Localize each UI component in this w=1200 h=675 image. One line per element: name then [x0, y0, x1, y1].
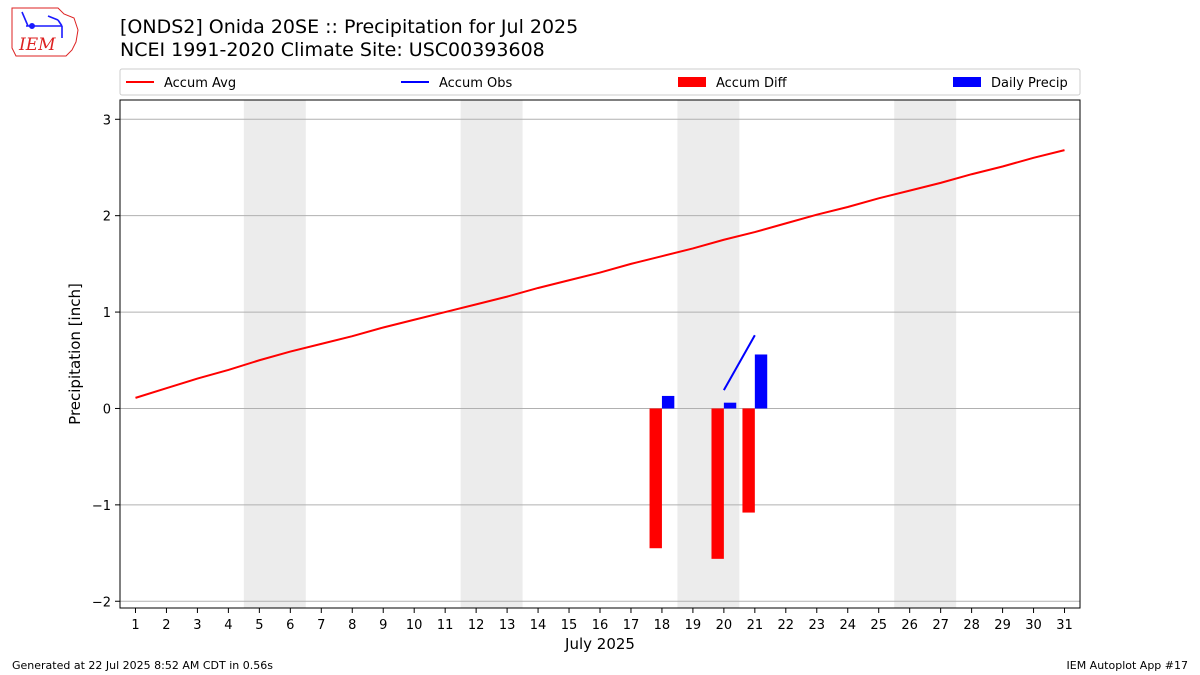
x-tick-label: 7	[317, 618, 325, 633]
app-id: IEM Autoplot App #17	[1066, 659, 1189, 672]
y-tick-label: 2	[103, 210, 111, 225]
bar-series	[649, 354, 768, 559]
x-tick-label: 25	[870, 618, 887, 633]
daily-precip-bar	[754, 354, 768, 409]
x-tick-label: 10	[406, 618, 423, 633]
x-tick-label: 2	[162, 618, 170, 633]
x-tick-label: 9	[379, 618, 387, 633]
chart-title: [ONDS2] Onida 20SE :: Precipitation for …	[120, 16, 579, 38]
generated-timestamp: Generated at 22 Jul 2025 8:52 AM CDT in …	[12, 659, 273, 672]
weekend-band	[243, 100, 306, 608]
y-tick-label: −2	[92, 595, 111, 610]
chart-subtitle: NCEI 1991-2020 Climate Site: USC00393608	[120, 39, 545, 61]
x-tick-label: 6	[286, 618, 294, 633]
x-tick-label: 5	[255, 618, 263, 633]
x-tick-label: 17	[623, 618, 640, 633]
x-tick-label: 3	[193, 618, 201, 633]
legend-swatch-daily-precip	[953, 77, 981, 87]
legend-label-accum-obs: Accum Obs	[439, 76, 512, 91]
x-tick-label: 21	[747, 618, 764, 633]
accum-obs-line	[722, 334, 756, 391]
x-tick-label: 4	[224, 618, 232, 633]
legend-label-daily-precip: Daily Precip	[991, 76, 1068, 91]
y-axis: −2 −1 0 1 2 3	[92, 113, 120, 610]
x-tick-label: 31	[1056, 618, 1073, 633]
x-axis-label: July 2025	[564, 635, 635, 653]
daily-precip-bar	[723, 402, 737, 409]
iem-logo: IEM	[11, 7, 79, 57]
x-tick-label: 8	[348, 618, 356, 633]
y-tick-label: 3	[103, 113, 111, 128]
legend-label-accum-avg: Accum Avg	[164, 76, 236, 91]
x-tick-label: 19	[685, 618, 702, 633]
weekend-band	[894, 100, 957, 608]
weather-station-icon	[21, 11, 63, 38]
x-tick-label: 15	[561, 618, 578, 633]
accum-avg-line	[135, 149, 1065, 399]
x-tick-label: 22	[778, 618, 795, 633]
accum-diff-bar	[742, 408, 755, 513]
x-tick-label: 24	[839, 618, 856, 633]
y-tick-label: 1	[103, 306, 111, 321]
x-tick-label: 29	[994, 618, 1011, 633]
x-tick-label: 28	[963, 618, 980, 633]
legend-label-accum-diff: Accum Diff	[716, 76, 788, 91]
x-tick-label: 18	[654, 618, 671, 633]
x-tick-label: 1	[131, 618, 139, 633]
legend-box	[119, 68, 1081, 96]
y-axis-label: Precipitation [inch]	[66, 283, 84, 425]
logo-text: IEM	[18, 35, 56, 55]
x-tick-label: 13	[499, 618, 516, 633]
x-tick-label: 27	[932, 618, 949, 633]
legend-swatch-accum-diff	[678, 77, 706, 87]
x-tick-label: 12	[468, 618, 485, 633]
y-tick-label: 0	[103, 402, 111, 417]
accum-diff-bar	[649, 408, 662, 549]
grid-lines	[120, 118, 1080, 602]
weekend-band	[460, 100, 523, 608]
x-tick-label: 26	[901, 618, 918, 633]
accum-diff-bar	[711, 408, 724, 559]
legend: Accum Avg Accum Obs Accum Diff Daily Precip	[126, 76, 1068, 91]
x-tick-label: 14	[530, 618, 547, 633]
x-tick-label: 11	[437, 618, 454, 633]
x-axis: 1 2 3 4 5 6 7 8 9 10 11 12 13 14 15 16 17 18 19 20 21 22 23 24 2…	[131, 608, 1073, 633]
line-series	[135, 149, 1065, 399]
daily-precip-bar	[661, 395, 675, 409]
y-tick-label: −1	[92, 499, 111, 514]
x-tick-label: 16	[592, 618, 609, 633]
weekend-shading	[243, 100, 957, 608]
x-tick-label: 23	[809, 618, 826, 633]
x-tick-label: 30	[1025, 618, 1042, 633]
weekend-band	[677, 100, 740, 608]
x-tick-label: 20	[716, 618, 733, 633]
